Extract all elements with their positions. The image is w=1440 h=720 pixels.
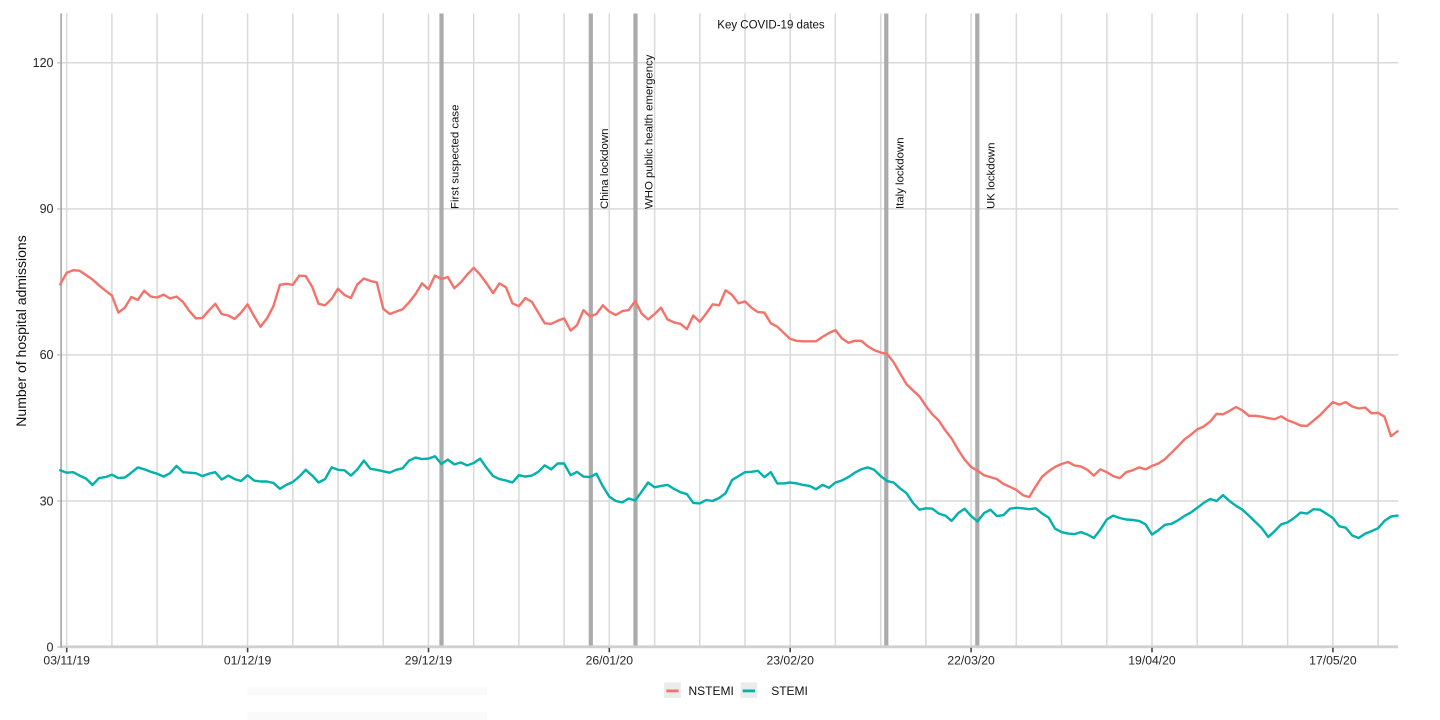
svg-text:30: 30 [40,494,54,508]
svg-text:23/02/20: 23/02/20 [766,654,814,668]
svg-text:China lockdown: China lockdown [599,129,611,209]
svg-text:03/11/19: 03/11/19 [43,654,90,668]
svg-text:UK lockdown: UK lockdown [986,143,998,209]
svg-text:22/03/20: 22/03/20 [947,654,995,668]
svg-text:17/05/20: 17/05/20 [1309,654,1357,668]
svg-text:26/01/20: 26/01/20 [586,654,634,668]
svg-text:NSTEMI: NSTEMI [689,684,734,698]
svg-text:Italy lockdown: Italy lockdown [895,137,907,209]
svg-text:Number of hospital admissions: Number of hospital admissions [13,235,29,426]
svg-text:First suspected case: First suspected case [450,105,462,209]
svg-text:120: 120 [33,56,54,70]
svg-text:STEMI: STEMI [771,684,808,698]
svg-text:01/12/19: 01/12/19 [224,654,272,668]
svg-text:WHO public health emergency: WHO public health emergency [644,54,656,209]
svg-text:90: 90 [40,202,54,216]
svg-text:19/04/20: 19/04/20 [1128,654,1176,668]
svg-text:0: 0 [47,640,54,654]
svg-text:60: 60 [40,348,54,362]
svg-text:29/12/19: 29/12/19 [405,654,453,668]
svg-text:Key COVID-19 dates: Key COVID-19 dates [717,19,825,31]
